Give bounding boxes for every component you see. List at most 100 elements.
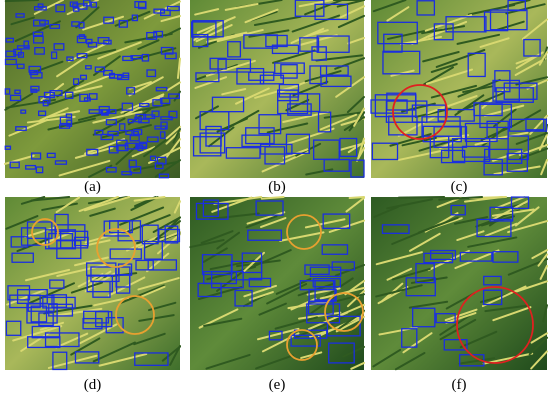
leaf	[430, 62, 458, 73]
leaf	[386, 198, 434, 210]
detection-box	[23, 40, 30, 49]
leaf	[538, 133, 548, 151]
detection-box	[37, 3, 44, 9]
leaf	[119, 206, 165, 226]
detection-box	[79, 93, 89, 102]
leaf	[279, 231, 325, 242]
detection-box	[158, 228, 181, 243]
leaf	[200, 230, 234, 244]
leaf	[519, 147, 548, 160]
detection-box	[74, 351, 100, 364]
leaf	[421, 25, 466, 35]
leaf	[456, 33, 501, 45]
detection-box	[264, 146, 286, 165]
leaf	[246, 211, 286, 225]
detection-box	[429, 249, 457, 261]
leaf	[491, 208, 535, 217]
leaf	[253, 15, 302, 27]
detection-box	[82, 317, 103, 330]
leaf	[89, 207, 116, 217]
detection-box	[85, 65, 92, 70]
detection-box	[158, 173, 170, 179]
detection-box	[15, 13, 25, 18]
detection-box	[247, 229, 282, 241]
detection-box	[227, 41, 242, 58]
leaf	[12, 325, 63, 342]
detection-box	[121, 102, 134, 111]
leaf	[250, 249, 292, 269]
leaf	[515, 132, 548, 145]
leaf	[515, 51, 544, 70]
detection-box	[304, 264, 330, 275]
detection-box	[190, 21, 217, 38]
leaf	[56, 56, 87, 78]
leaf	[373, 206, 399, 218]
detection-box	[294, 0, 325, 17]
detection-box	[103, 16, 115, 24]
leaf	[6, 288, 46, 306]
leaf	[55, 332, 89, 349]
leaf	[78, 323, 118, 345]
detection-box	[234, 289, 253, 307]
panel: (d)	[5, 196, 181, 393]
leaf	[430, 84, 478, 99]
detection-box	[78, 21, 85, 29]
leaf	[514, 57, 547, 77]
leaf	[493, 108, 517, 128]
detection-box	[33, 6, 47, 11]
leaf	[213, 196, 263, 205]
leaf	[424, 14, 473, 32]
detection-box	[128, 159, 137, 168]
detection-box	[154, 162, 164, 170]
leaf	[456, 230, 485, 242]
leaf	[236, 259, 281, 268]
leaf	[479, 37, 510, 48]
detection-box	[322, 213, 351, 229]
detection-box	[9, 94, 22, 102]
leaf	[132, 47, 177, 61]
detection-box	[72, 7, 80, 12]
detection-box	[30, 152, 42, 160]
detection-box	[202, 199, 219, 217]
detection-box	[381, 224, 410, 234]
leaf	[124, 32, 173, 44]
leaf	[512, 109, 542, 127]
leaf	[133, 196, 166, 202]
detection-box	[101, 109, 108, 116]
detection-box	[307, 301, 334, 315]
leaf	[337, 14, 365, 29]
leaf	[537, 253, 548, 267]
detection-box	[382, 50, 421, 75]
detection-box	[97, 36, 110, 44]
detection-box	[317, 111, 332, 133]
detection-box	[146, 69, 157, 78]
detection-box	[152, 99, 163, 107]
leaf	[92, 341, 136, 363]
detection-box	[149, 155, 157, 162]
leaf	[143, 137, 169, 158]
detection-box	[289, 93, 321, 113]
leaf	[438, 196, 484, 201]
leaf	[345, 196, 365, 213]
detection-box	[508, 118, 548, 132]
detection-box	[160, 46, 174, 55]
detection-box	[82, 0, 91, 7]
detection-box	[124, 142, 138, 150]
detection-box	[309, 266, 342, 278]
leaf	[293, 317, 340, 339]
panel: (f)	[371, 196, 548, 393]
detection-box	[388, 115, 418, 136]
detection-box	[293, 329, 328, 339]
leaf	[539, 264, 548, 280]
highlight-circle	[286, 214, 322, 250]
highlight-circle	[324, 292, 364, 332]
leaf	[339, 5, 365, 19]
leaf	[418, 138, 459, 152]
detection-box	[122, 55, 134, 62]
panel-image	[371, 197, 547, 370]
detection-box	[476, 218, 512, 238]
leaf	[78, 196, 119, 213]
detection-box	[217, 58, 252, 73]
detection-box	[54, 160, 68, 165]
detection-box	[28, 65, 42, 73]
